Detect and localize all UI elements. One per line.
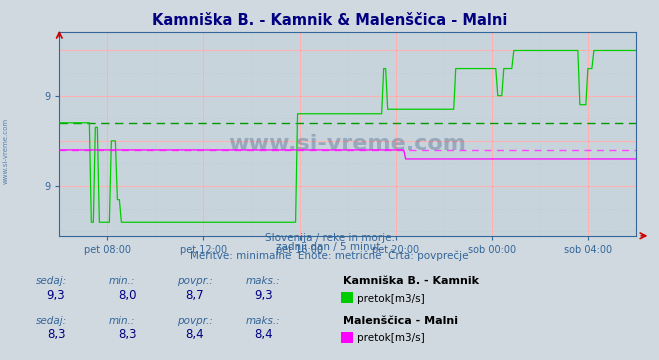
Text: maks.:: maks.: — [246, 316, 281, 326]
Text: maks.:: maks.: — [246, 276, 281, 287]
Text: www.si-vreme.com: www.si-vreme.com — [2, 118, 9, 184]
Text: sedaj:: sedaj: — [36, 316, 67, 326]
Text: povpr.:: povpr.: — [177, 316, 212, 326]
Text: pretok[m3/s]: pretok[m3/s] — [357, 333, 425, 343]
Text: min.:: min.: — [109, 316, 135, 326]
Text: Slovenija / reke in morje.: Slovenija / reke in morje. — [264, 233, 395, 243]
Text: Malenščica - Malni: Malenščica - Malni — [343, 316, 458, 326]
Text: povpr.:: povpr.: — [177, 276, 212, 287]
Text: 8,7: 8,7 — [185, 289, 204, 302]
Text: www.si-vreme.com: www.si-vreme.com — [229, 134, 467, 154]
Text: Kamniška B. - Kamnik & Malenščica - Malni: Kamniška B. - Kamnik & Malenščica - Maln… — [152, 13, 507, 28]
Text: 8,4: 8,4 — [185, 328, 204, 341]
Text: Kamniška B. - Kamnik: Kamniška B. - Kamnik — [343, 276, 478, 287]
Text: Meritve: minimalne  Enote: metrične  Črta: povprečje: Meritve: minimalne Enote: metrične Črta:… — [190, 249, 469, 261]
Text: min.:: min.: — [109, 276, 135, 287]
Text: 9,3: 9,3 — [254, 289, 273, 302]
Text: 8,0: 8,0 — [118, 289, 136, 302]
Text: 9,3: 9,3 — [47, 289, 65, 302]
Text: 8,4: 8,4 — [254, 328, 273, 341]
Text: zadnji dan / 5 minut.: zadnji dan / 5 minut. — [275, 242, 384, 252]
Text: 8,3: 8,3 — [118, 328, 136, 341]
Text: sedaj:: sedaj: — [36, 276, 67, 287]
Text: 8,3: 8,3 — [47, 328, 65, 341]
Text: pretok[m3/s]: pretok[m3/s] — [357, 294, 425, 304]
